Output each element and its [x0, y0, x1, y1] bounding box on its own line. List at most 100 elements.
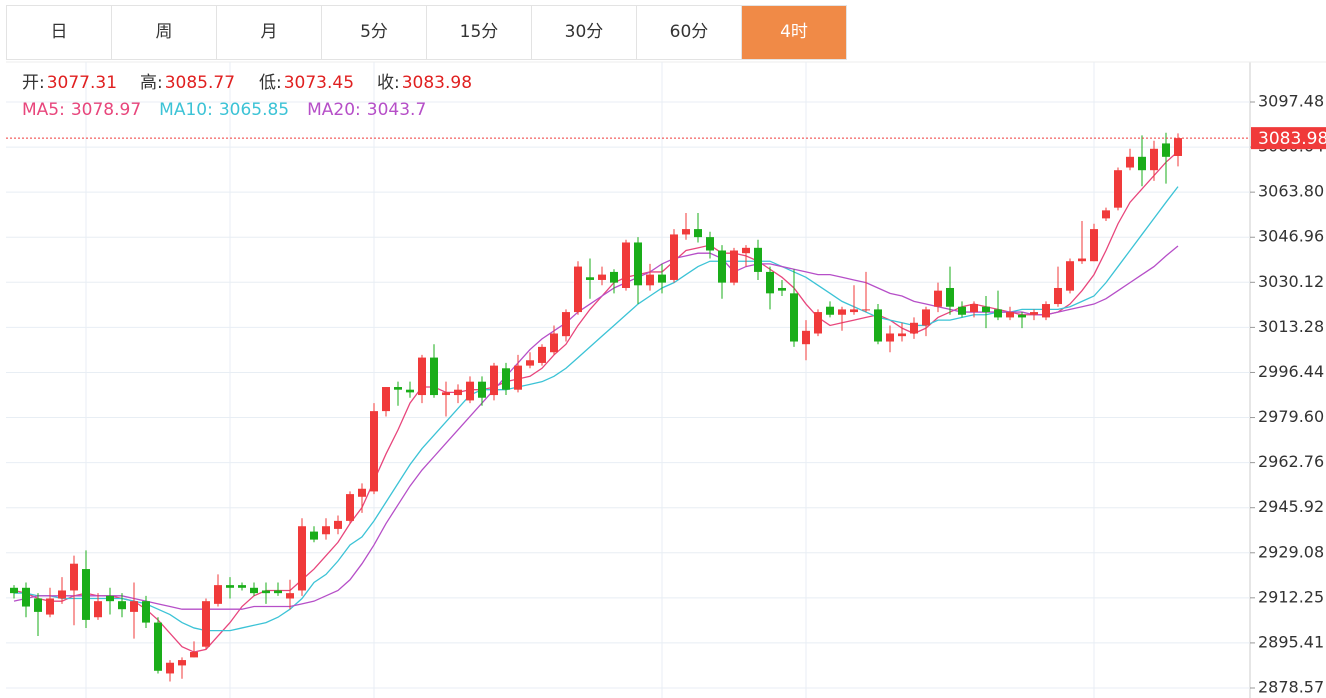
y-tick-label: 3013.28: [1258, 317, 1324, 336]
candle-body: [910, 322, 918, 334]
candle-body: [934, 290, 942, 307]
candle-body: [766, 271, 774, 294]
candle-body: [850, 309, 858, 313]
candle-body: [754, 247, 762, 272]
candle-body: [1126, 156, 1134, 168]
candle-body: [1114, 170, 1122, 208]
y-tick-label: 2996.44: [1258, 362, 1324, 381]
info-label: 收:: [377, 73, 400, 93]
candle-body: [154, 622, 162, 671]
y-tick-label: 2962.76: [1258, 452, 1324, 471]
candle-body: [790, 293, 798, 342]
period-tab[interactable]: 15分: [427, 6, 532, 59]
candle-body: [322, 526, 330, 535]
y-tick-label: 2912.25: [1258, 587, 1324, 606]
candle-body: [310, 531, 318, 540]
candle-body: [730, 250, 738, 283]
candle-body: [1090, 229, 1098, 262]
candle-body: [214, 585, 222, 604]
candle-body: [1030, 312, 1038, 315]
y-tick-label: 3046.96: [1258, 227, 1324, 246]
y-tick-label: 2945.92: [1258, 497, 1324, 516]
candle-body: [94, 601, 102, 618]
candle-body: [634, 242, 642, 286]
candle-body: [982, 306, 990, 313]
period-tab[interactable]: 60分: [637, 6, 742, 59]
candle-body: [1078, 258, 1086, 262]
candle-body: [490, 365, 498, 396]
candle-body: [58, 590, 66, 599]
y-tick-label: 3097.48: [1258, 91, 1324, 110]
candle-body: [898, 333, 906, 337]
legend-label: MA10:: [159, 100, 213, 120]
candle-body: [34, 598, 42, 612]
y-tick-label: 3030.12: [1258, 272, 1324, 291]
ma-line: [13, 245, 1179, 610]
candle-body: [622, 242, 630, 288]
candle-body: [298, 526, 306, 591]
candle-body: [394, 387, 402, 390]
candle-body: [1102, 210, 1110, 219]
period-tab[interactable]: 4时: [742, 6, 847, 59]
candle-body: [346, 494, 354, 521]
candle-body: [118, 601, 126, 610]
candle-body: [430, 357, 438, 396]
candle-body: [946, 287, 954, 307]
candle-body: [406, 389, 414, 393]
candle-body: [262, 590, 270, 594]
candle-body: [274, 590, 282, 594]
y-tick-label: 3063.80: [1258, 182, 1324, 201]
candle-body: [742, 247, 750, 254]
candle-body: [1054, 287, 1062, 305]
candle-body: [250, 587, 258, 594]
candle-body: [1066, 261, 1074, 291]
candle-body: [190, 652, 198, 658]
info-label: 开:: [22, 73, 45, 93]
period-tab[interactable]: 5分: [322, 6, 427, 59]
period-tab[interactable]: 30分: [532, 6, 637, 59]
candle-body: [1138, 156, 1146, 171]
candle-body: [526, 360, 534, 366]
candle-body: [370, 411, 378, 492]
info-label: 低:: [259, 73, 282, 93]
legend-label: MA5:: [22, 100, 65, 120]
candle-body: [82, 569, 90, 620]
candle-body: [1174, 138, 1182, 156]
candle-body: [454, 389, 462, 396]
candle-body: [142, 601, 150, 623]
candle-body: [562, 312, 570, 337]
candle-body: [598, 274, 606, 280]
candle-body: [670, 234, 678, 280]
candle-body: [226, 585, 234, 588]
y-axis: 2878.57 2895.41 2912.25 2929.08 2945.92 2962.…: [1250, 91, 1324, 696]
candle-body: [646, 274, 654, 286]
candle-body: [658, 274, 666, 283]
y-tick-label: 2895.41: [1258, 632, 1324, 651]
period-tab[interactable]: 日: [7, 6, 112, 59]
candle-body: [166, 662, 174, 674]
candle-body: [838, 309, 846, 315]
period-tab[interactable]: 周: [112, 6, 217, 59]
legend-value: 3078.97: [71, 100, 141, 120]
legend-label: MA20:: [307, 100, 361, 120]
candle-body: [1006, 312, 1014, 318]
candle-body: [202, 601, 210, 647]
candle-body: [706, 237, 714, 251]
period-tab[interactable]: 月: [217, 6, 322, 59]
candle-body: [358, 488, 366, 497]
candle-body: [106, 595, 114, 602]
candle-body: [10, 587, 18, 594]
candle-body: [1042, 304, 1050, 318]
ma-line: [13, 151, 1179, 653]
candle-body: [826, 306, 834, 315]
y-tick-label: 2929.08: [1258, 542, 1324, 561]
candle-body: [178, 660, 186, 666]
candle-body: [718, 250, 726, 283]
period-tabs: 日周月 5分 15分 30分 60分 4时: [6, 5, 847, 60]
info-label: 高:: [140, 73, 163, 93]
ma-line: [14, 186, 1179, 632]
candle-body: [550, 333, 558, 353]
candle-body: [538, 346, 546, 363]
candle-body: [610, 271, 618, 283]
